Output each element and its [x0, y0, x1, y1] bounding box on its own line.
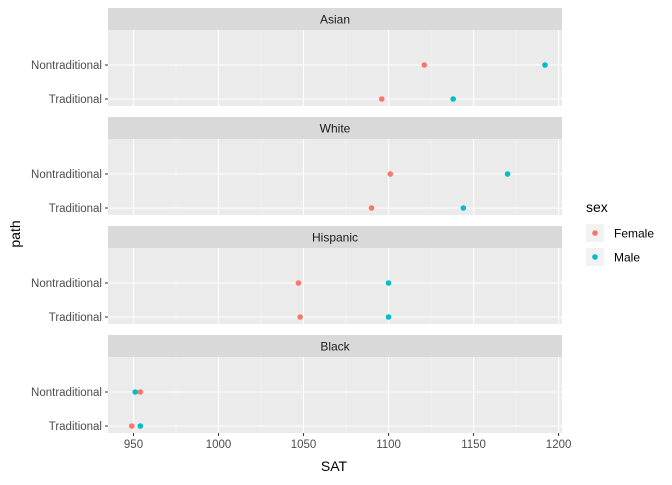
facet-panel: Hispanic Nontraditional Traditional [31, 226, 562, 324]
x-tick-label: 1200 [546, 439, 572, 451]
data-point-female [295, 280, 302, 286]
y-tick-label: Traditional [49, 203, 102, 215]
data-point-male [137, 423, 144, 429]
facet-strip-label: Black [320, 340, 350, 354]
facet-strip [108, 117, 562, 139]
facet-strip [108, 226, 562, 248]
data-point-female [129, 423, 135, 429]
legend: sex Female Male [586, 199, 654, 266]
data-point-male [132, 389, 139, 395]
facet-strip [108, 8, 562, 30]
facet-panel: Black Nontraditional Traditional [31, 335, 562, 433]
x-axis-title: SAT [321, 458, 348, 474]
data-point-female [137, 389, 144, 395]
y-axis-title: path [7, 220, 23, 247]
legend-marker [592, 254, 598, 260]
data-point-male [542, 62, 548, 68]
data-point-female [297, 314, 303, 320]
panel-background [108, 30, 562, 106]
legend-marker [592, 230, 598, 236]
x-axis: 950 1000 1050 1100 1150 1200 [124, 433, 571, 451]
data-point-female [368, 205, 375, 211]
x-tick-label: 1100 [376, 439, 401, 451]
facet-panels: Asian Nontraditional Traditional White Nontr… [31, 8, 562, 433]
panel-background [108, 248, 562, 324]
legend-title: sex [586, 199, 608, 215]
facet-panel: White Nontraditional Traditional [31, 117, 562, 215]
data-point-male [460, 205, 467, 211]
x-tick-label: 1150 [461, 439, 486, 451]
facet-strip-label: White [320, 122, 351, 136]
facet-strip-label: Asian [320, 13, 350, 27]
panel-background [108, 357, 562, 433]
y-tick-label: Traditional [49, 312, 102, 324]
data-point-female [378, 96, 385, 102]
facet-strip [108, 335, 562, 357]
data-point-male [450, 96, 456, 102]
data-point-female [387, 171, 394, 177]
data-point-female [421, 62, 428, 68]
y-tick-label: Nontraditional [31, 278, 102, 290]
y-tick-label: Traditional [49, 421, 102, 433]
facet-strip-label: Hispanic [312, 231, 358, 245]
data-point-male [385, 314, 392, 320]
y-tick-label: Nontraditional [31, 387, 102, 399]
data-point-male [385, 280, 392, 286]
data-point-male [504, 171, 511, 177]
x-tick-label: 1000 [206, 439, 232, 451]
panel-background [108, 139, 562, 215]
legend-label: Female [614, 227, 654, 241]
x-tick-label: 950 [124, 439, 143, 451]
y-tick-label: Nontraditional [31, 60, 102, 72]
y-tick-label: Traditional [49, 94, 102, 106]
facet-panel: Asian Nontraditional Traditional [31, 8, 562, 106]
legend-label: Male [614, 251, 640, 265]
y-tick-label: Nontraditional [31, 169, 102, 181]
x-tick-label: 1050 [291, 439, 317, 451]
